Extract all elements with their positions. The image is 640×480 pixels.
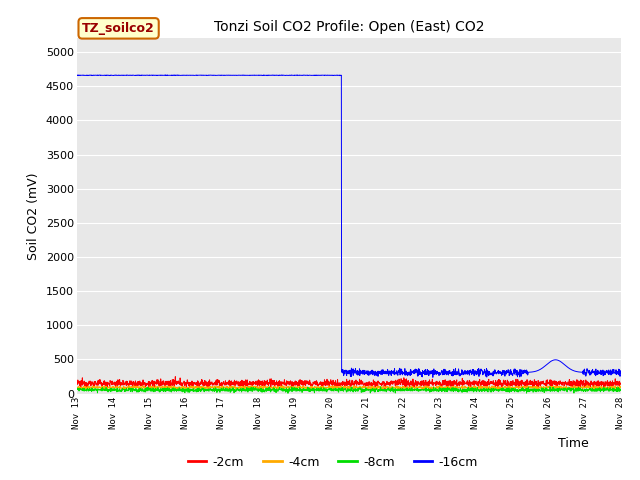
-16cm [365,372,372,377]
-16cm [429,374,436,380]
Text: Time: Time [558,437,589,450]
-8cm [570,386,577,392]
-2cm [584,382,592,388]
-16cm [164,72,172,78]
-2cm [477,387,484,393]
-2cm [508,381,515,386]
-2cm [225,379,232,384]
-8cm [365,387,372,393]
-2cm [172,374,179,380]
-8cm [376,386,384,392]
-2cm [376,381,384,386]
Line: -8cm: -8cm [77,387,621,393]
-8cm [225,386,232,392]
-4cm [617,383,625,389]
Title: Tonzi Soil CO2 Profile: Open (East) CO2: Tonzi Soil CO2 Profile: Open (East) CO2 [214,21,484,35]
Line: -2cm: -2cm [77,377,621,390]
-8cm [617,387,625,393]
-2cm [570,378,577,384]
-4cm [604,387,612,393]
-2cm [617,382,625,387]
-4cm [584,384,592,390]
-2cm [73,381,81,386]
-16cm [225,72,232,78]
-4cm [569,384,577,390]
Line: -16cm: -16cm [77,75,621,377]
Y-axis label: Soil CO2 (mV): Soil CO2 (mV) [28,172,40,260]
Legend: -2cm, -4cm, -8cm, -16cm: -2cm, -4cm, -8cm, -16cm [182,451,483,474]
-4cm [225,384,232,390]
-4cm [507,384,515,390]
-4cm [73,384,81,390]
-16cm [376,370,384,376]
-8cm [546,384,554,390]
-2cm [365,384,372,389]
-8cm [507,388,515,394]
Line: -4cm: -4cm [77,385,621,390]
-16cm [617,368,625,374]
-16cm [570,368,577,373]
-4cm [365,383,372,389]
-16cm [508,369,515,374]
-16cm [73,72,81,78]
-4cm [376,384,384,390]
-8cm [584,387,592,393]
-4cm [584,382,591,388]
-16cm [584,370,592,376]
-8cm [284,390,292,396]
Text: TZ_soilco2: TZ_soilco2 [82,22,155,35]
-8cm [73,386,81,392]
